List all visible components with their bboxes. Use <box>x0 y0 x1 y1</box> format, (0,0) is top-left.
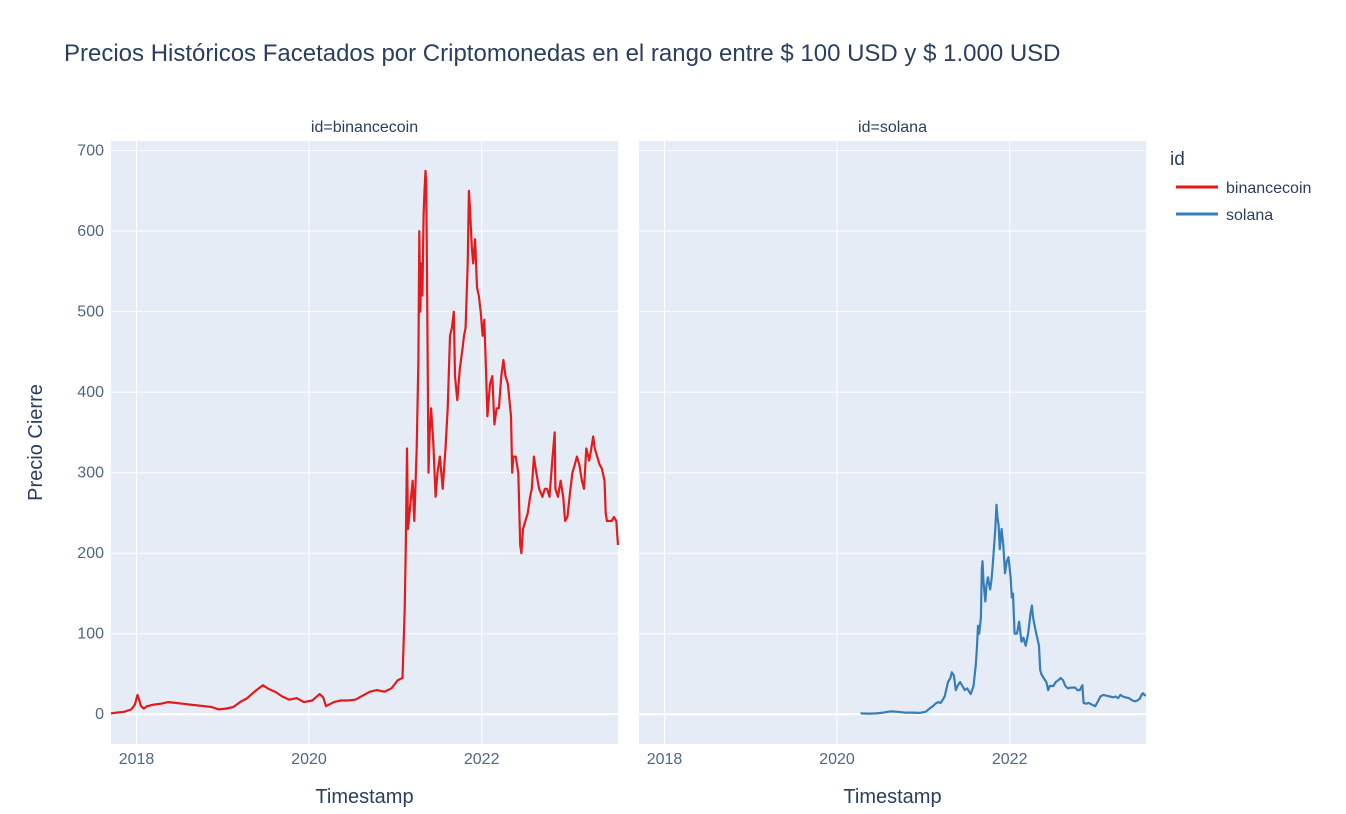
chart-title: Precios Históricos Facetados por Criptom… <box>64 40 1061 67</box>
panel-1-x-tick-label: 2020 <box>291 751 327 768</box>
y-tick-label: 300 <box>77 465 104 482</box>
y-tick-label: 0 <box>95 706 104 723</box>
panel-1-x-tick-label: 2018 <box>119 751 155 768</box>
panel-2-x-tick-label: 2018 <box>647 751 683 768</box>
panel-2-x-tick-label: 2022 <box>992 751 1028 768</box>
panel-2-plot-area <box>639 141 1146 744</box>
y-tick-label: 400 <box>77 384 104 401</box>
y-tick-label: 500 <box>77 304 104 321</box>
series-line-binancecoin <box>110 169 620 715</box>
y-tick-label: 200 <box>77 545 104 562</box>
facet-label-solana: id=solana <box>858 119 927 136</box>
legend-label-solana: solana <box>1226 207 1273 224</box>
y-tick-label: 100 <box>77 626 104 643</box>
panel-2-x-axis-title: Timestamp <box>843 786 941 808</box>
y-tick-label: 600 <box>77 223 104 240</box>
legend-title: id <box>1170 149 1185 170</box>
panel-1-x-tick-label: 2022 <box>464 751 500 768</box>
y-axis-title: Precio Cierre <box>25 384 47 501</box>
series-line-solana <box>860 503 1147 715</box>
panel-1-plot-area <box>111 141 618 744</box>
facet-label-binancecoin: id=binancecoin <box>311 119 418 136</box>
panel-2-x-tick-label: 2020 <box>819 751 855 768</box>
y-tick-label: 700 <box>77 143 104 160</box>
panel-1-x-axis-title: Timestamp <box>315 786 413 808</box>
legend-label-binancecoin: binancecoin <box>1226 180 1311 197</box>
